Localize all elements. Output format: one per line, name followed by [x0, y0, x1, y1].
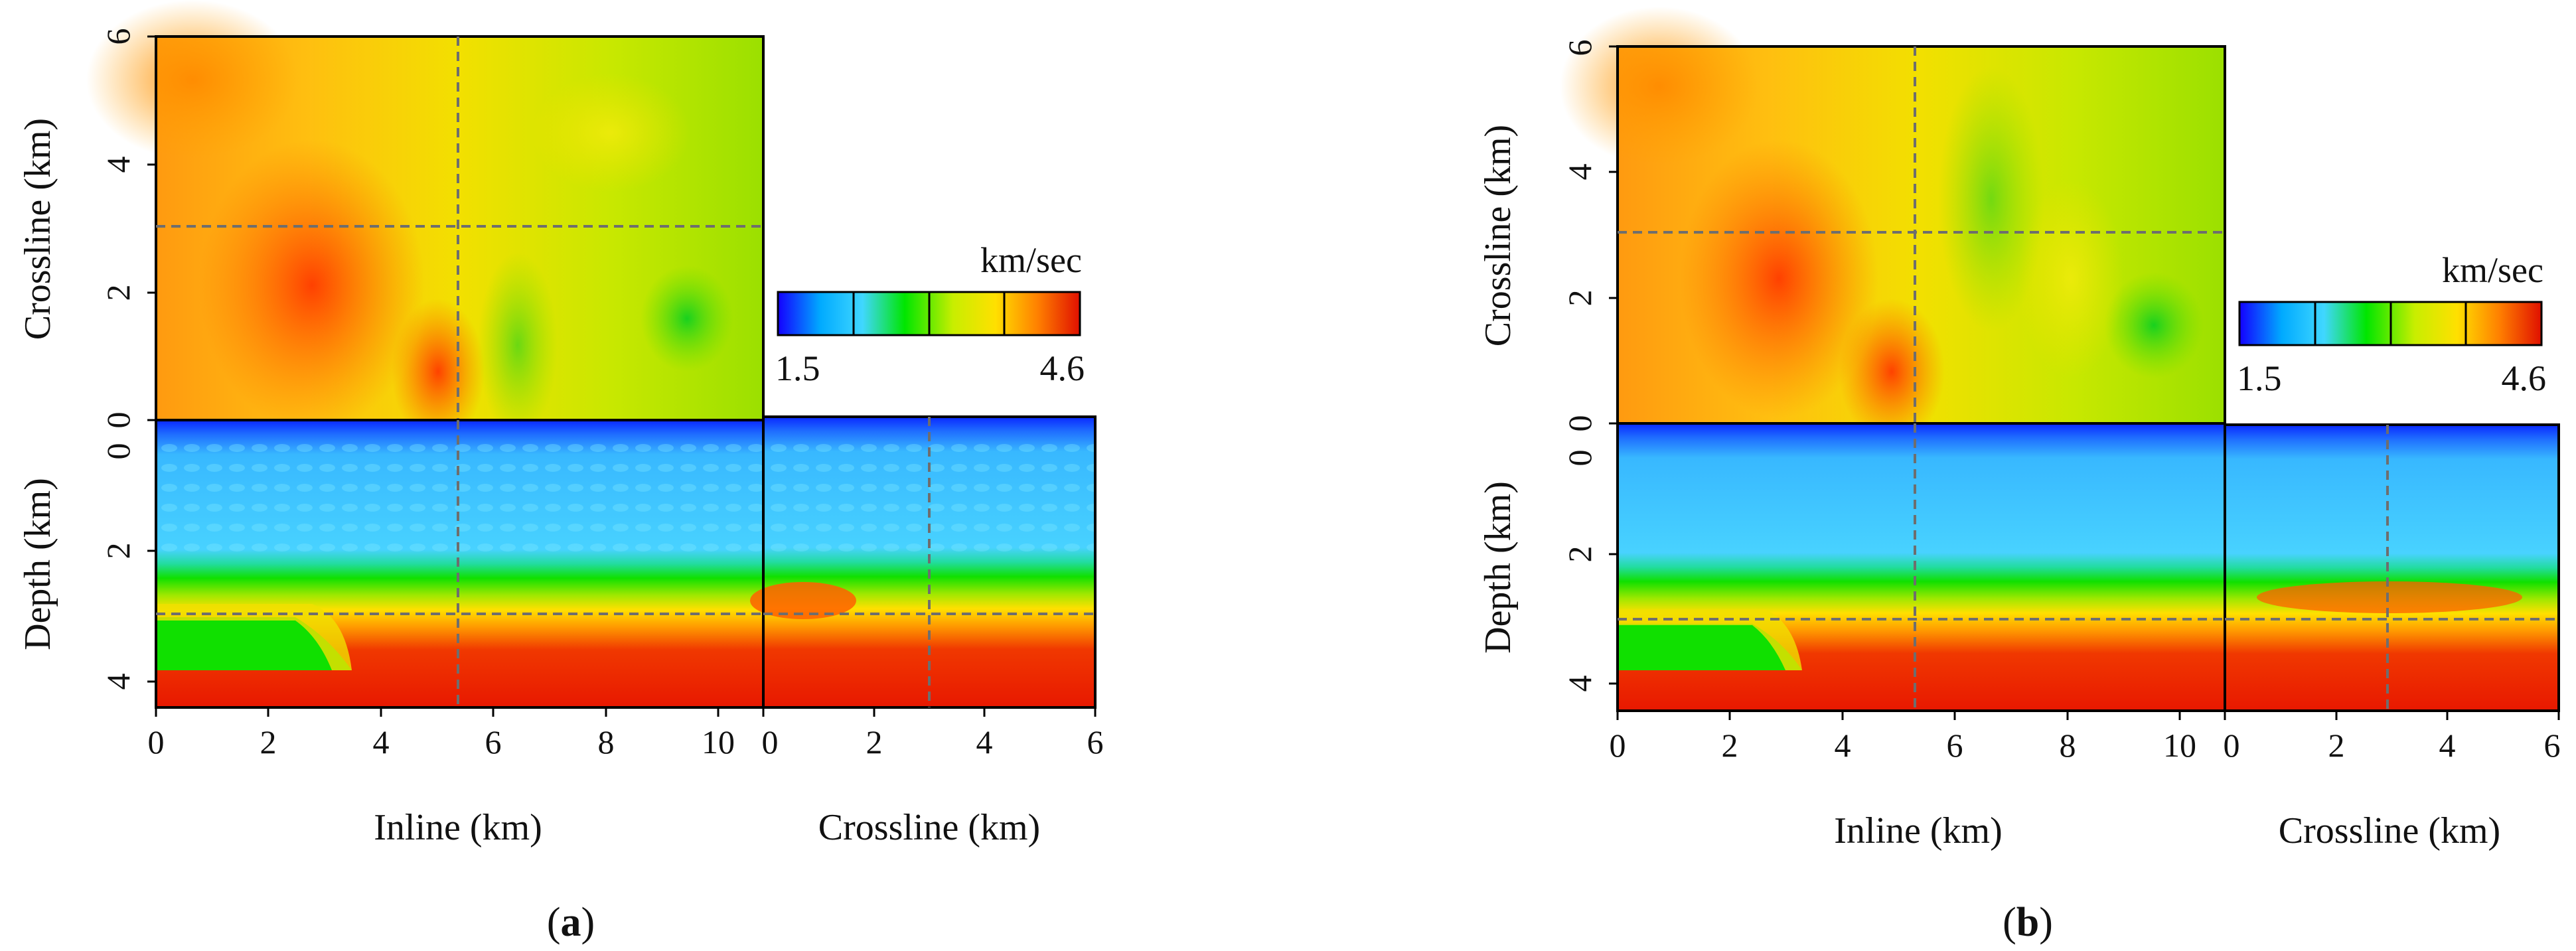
- x-tick-label: 10: [2163, 727, 2196, 764]
- y-axis-title-depth: Depth (km): [17, 478, 58, 650]
- slice-anomaly-low: [1938, 66, 2044, 332]
- y-tick-label: 0: [1561, 450, 1598, 467]
- y-tick-label: 0: [1561, 415, 1598, 432]
- y-tick-label: 0: [100, 412, 137, 429]
- y-tick-label: 2: [1561, 546, 1598, 563]
- x-tick-label: 2: [866, 723, 883, 761]
- x-tick-label: 6: [485, 723, 502, 761]
- slice-anomaly-yellow: [531, 73, 690, 192]
- x-tick-label: 0: [148, 723, 165, 761]
- x-tick-label: 4: [2439, 727, 2456, 764]
- y-tick-label: 0: [100, 443, 137, 460]
- slice-anomaly-low: [641, 265, 733, 372]
- x-tick-label: 6: [1087, 723, 1104, 761]
- slice-anomaly-orange: [86, 0, 299, 159]
- y-tick-label: 6: [1561, 40, 1598, 56]
- panel-caption-letter: b: [2016, 900, 2039, 945]
- tick-labels: 6 4 2 0 0 2 4 0 2 4 6 8 10 0 2 4 6: [1561, 40, 2561, 765]
- low-velocity-wedge-edge: [1618, 609, 1802, 670]
- crossline-section-frame: [2224, 423, 2560, 712]
- slice-anomaly-high: [1679, 139, 1878, 418]
- y-tick-label: 2: [100, 285, 137, 301]
- panel-a: km/sec 1.5 4.6 6 4 2: [17, 0, 1104, 945]
- colorbar-max-label: 4.6: [1040, 348, 1085, 388]
- slice-anomaly-yellow: [2018, 179, 2124, 378]
- y-tick-label: 4: [100, 674, 137, 690]
- colorbar: km/sec 1.5 4.6: [775, 240, 1085, 388]
- y-tick-label: 4: [100, 157, 137, 173]
- slice-anomaly-high: [392, 299, 485, 445]
- panel-caption-a: (a): [547, 900, 595, 945]
- y-tick-label: 2: [100, 543, 137, 559]
- x-tick-label: 4: [976, 723, 993, 761]
- inline-section: [155, 419, 765, 709]
- axis-ticks: [1609, 45, 2560, 720]
- x-tick-label: 0: [2224, 727, 2240, 764]
- low-velocity-wedge-edge: [156, 604, 352, 670]
- slice-anomaly-high: [199, 139, 425, 431]
- y-tick-label: 6: [100, 29, 137, 45]
- x-tick-label: 6: [2544, 727, 2561, 764]
- x-tick-label: 8: [598, 723, 615, 761]
- x-tick-label: 4: [373, 723, 390, 761]
- panel-caption-letter: a: [561, 900, 581, 945]
- slice-anomaly-low: [478, 252, 558, 438]
- x-tick-label: 8: [2060, 727, 2076, 764]
- y-axis-title-crossline: Crossline (km): [1477, 125, 1519, 346]
- x-tick-label: 2: [1722, 727, 1738, 764]
- colorbar: km/sec 1.5 4.6: [2237, 250, 2546, 398]
- x-axis-title-inline: Inline (km): [1834, 810, 2002, 851]
- panel-b: km/sec 1.5 4.6 6 4 2: [1477, 7, 2561, 945]
- y-tick-label: 4: [1561, 164, 1598, 181]
- low-velocity-wedge: [1618, 624, 1802, 670]
- colorbar-unit: km/sec: [2442, 250, 2543, 290]
- slice-anomaly-high: [1839, 299, 1945, 445]
- x-tick-label: 4: [1835, 727, 1851, 764]
- colorbar-max-label: 4.6: [2502, 358, 2547, 398]
- axis-ticks: [147, 35, 1097, 717]
- depth-slice-map: [86, 0, 765, 445]
- tick-labels: 6 4 2 0 0 2 4 0 2 4 6 8 10 0 2 4 6: [100, 29, 1104, 761]
- crossline-section-image: [2225, 425, 2559, 711]
- colorbar-min-label: 1.5: [2237, 358, 2282, 398]
- x-tick-label: 10: [702, 723, 735, 761]
- y-axis-title-depth: Depth (km): [1477, 481, 1519, 654]
- x-axis-title-inline: Inline (km): [374, 807, 542, 848]
- inline-section-ripple: [156, 438, 763, 557]
- crossline-anomaly: [2257, 581, 2522, 613]
- crossline-anomaly: [750, 582, 856, 619]
- colorbar-unit: km/sec: [980, 240, 1082, 280]
- x-tick-label: 2: [2328, 727, 2345, 764]
- x-axis-title-crossline: Crossline (km): [818, 807, 1040, 848]
- colorbar-min-label: 1.5: [775, 348, 820, 388]
- crossline-section: [750, 415, 1097, 709]
- x-tick-label: 0: [1610, 727, 1626, 764]
- slice-anomaly-orange: [1560, 7, 1759, 166]
- slice-anomaly-low: [2104, 272, 2204, 378]
- inline-section: [1616, 422, 2226, 712]
- x-tick-label: 0: [762, 723, 779, 761]
- depth-slice-map: [1560, 7, 2226, 445]
- crossline-section: [2224, 423, 2560, 712]
- panel-caption-b: (b): [2003, 900, 2053, 945]
- x-tick-label: 6: [1947, 727, 1963, 764]
- low-velocity-wedge: [156, 617, 352, 670]
- x-tick-label: 2: [260, 723, 277, 761]
- x-axis-title-crossline: Crossline (km): [2279, 810, 2500, 851]
- y-axis-title-crossline: Crossline (km): [17, 118, 58, 340]
- y-tick-label: 2: [1561, 290, 1598, 307]
- y-tick-label: 4: [1561, 676, 1598, 692]
